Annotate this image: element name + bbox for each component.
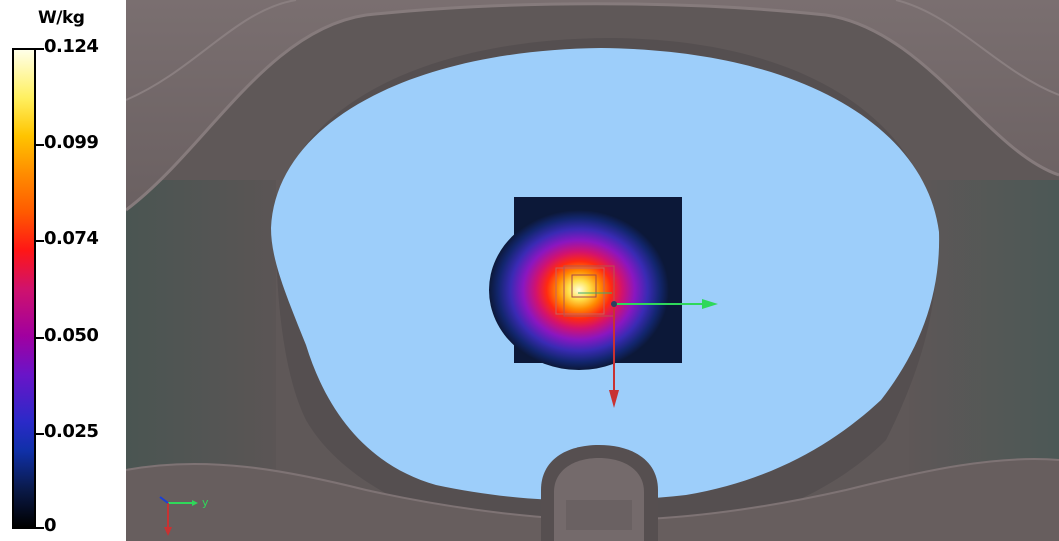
orientation-triad: y bbox=[159, 496, 209, 536]
legend-tick-label-max: 0.124 bbox=[44, 36, 99, 57]
bottom-tab-face bbox=[566, 500, 632, 530]
legend-tick bbox=[34, 527, 44, 529]
sar-hotspot bbox=[489, 210, 669, 370]
shell-crease bbox=[895, 0, 1059, 96]
legend-tick bbox=[34, 144, 44, 146]
triad-x-axis bbox=[159, 496, 169, 504]
legend-tick-label: 0.099 bbox=[44, 132, 99, 153]
legend-tick-label: 0.050 bbox=[44, 325, 99, 346]
shell-upper-band bbox=[126, 0, 1059, 210]
shell-crease bbox=[126, 0, 297, 101]
probe-x-arrow bbox=[702, 299, 718, 309]
triad-y-label: y bbox=[202, 496, 209, 509]
legend-tick bbox=[34, 48, 44, 50]
legend-tick bbox=[34, 433, 44, 435]
legend-tick bbox=[34, 337, 44, 339]
legend-unit-label: W/kg bbox=[38, 8, 85, 28]
shell-lower-band bbox=[126, 459, 1059, 541]
legend-tick-label: 0.074 bbox=[44, 228, 99, 249]
zoom-scan-outline bbox=[563, 265, 615, 317]
triad-z-arrow bbox=[164, 527, 172, 536]
sar-scan-area bbox=[489, 197, 682, 370]
legend-tick-label-min: 0 bbox=[44, 515, 57, 536]
triad-y-arrow bbox=[192, 500, 198, 506]
zoom-scan-outline bbox=[555, 267, 605, 315]
probe-z-arrow bbox=[609, 390, 619, 408]
zoom-scan-outline bbox=[571, 274, 597, 298]
sar-colorbar bbox=[12, 48, 36, 529]
legend-tick bbox=[34, 240, 44, 242]
color-legend: W/kg 0.124 0.099 0.074 0.050 0.025 0 bbox=[0, 0, 126, 541]
probe-origin bbox=[611, 301, 617, 307]
shell-upper-edge bbox=[126, 2, 1059, 212]
phantom-scene[interactable]: y bbox=[126, 0, 1059, 541]
legend-tick-label: 0.025 bbox=[44, 421, 99, 442]
3d-viewport[interactable]: y bbox=[126, 0, 1059, 541]
probe-axes bbox=[609, 299, 718, 408]
